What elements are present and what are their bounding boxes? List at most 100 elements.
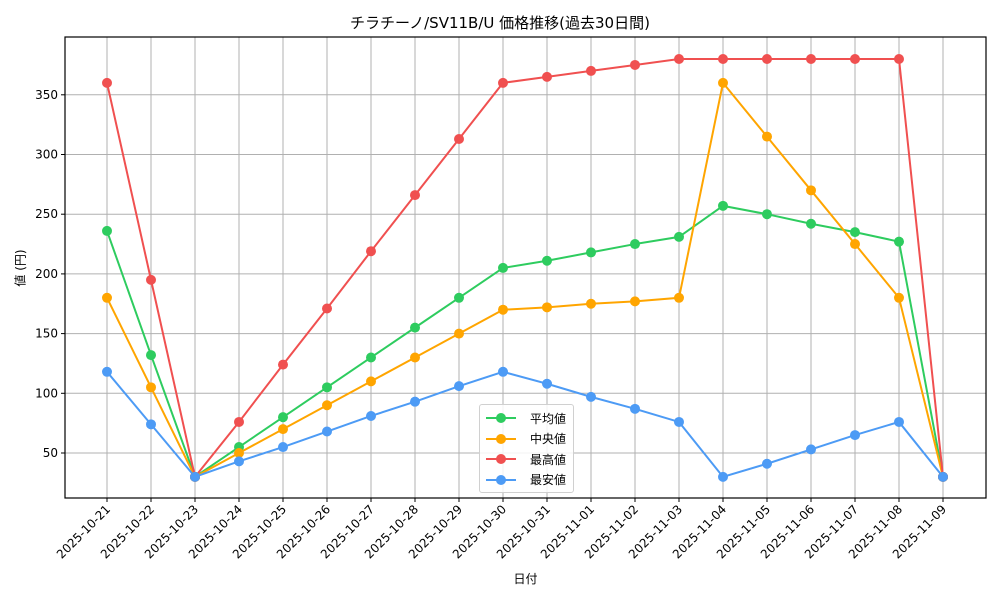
legend-label: 中央値 [530,432,567,446]
data-point [718,53,728,64]
data-point [366,410,376,421]
data-point [454,133,464,144]
data-point [322,400,332,411]
data-point [850,53,860,64]
data-point [762,209,772,220]
legend-marker-icon [486,409,516,427]
y-tick-label: 300 [35,148,58,162]
data-point [674,416,684,427]
legend-item: 中央値 [486,430,566,448]
legend-marker-icon [486,450,516,468]
data-point [542,378,552,389]
data-point [410,322,420,333]
data-point [146,419,156,430]
data-point [542,255,552,266]
data-point [278,412,288,423]
legend-marker-icon [486,430,516,448]
data-point [410,396,420,407]
legend-item: 最安値 [486,471,566,489]
axes-frame [64,36,987,499]
data-point [102,366,112,377]
data-point [806,218,816,229]
data-point [630,403,640,414]
data-point [586,247,596,258]
data-point [146,274,156,285]
data-point [850,430,860,441]
data-point [586,391,596,402]
y-tick-label: 250 [35,207,58,221]
y-tick-label: 350 [35,88,58,102]
data-point [806,444,816,455]
data-point [454,328,464,339]
data-point [454,381,464,392]
data-point [894,236,904,247]
data-point [102,292,112,303]
data-point [630,59,640,70]
data-point [322,382,332,393]
data-point [674,292,684,303]
data-point [894,53,904,64]
data-point [146,350,156,361]
chart-title: チラチーノ/SV11B/U 価格推移(過去30日間) [350,14,650,32]
data-point [850,227,860,238]
series-line [106,204,944,479]
series-line [106,57,944,480]
data-point [102,225,112,236]
data-point [894,292,904,303]
data-point [806,185,816,196]
legend-label: 平均値 [530,411,567,426]
data-point [278,442,288,453]
legend-item: 平均値 [486,409,566,427]
data-point [278,424,288,435]
legend-label: 最安値 [530,473,567,487]
data-point [102,77,112,88]
y-tick-label: 50 [43,446,58,460]
data-point [410,352,420,363]
data-point [542,302,552,313]
data-point [674,231,684,242]
data-point [234,416,244,427]
data-point [410,190,420,201]
data-point [498,366,508,377]
data-point [190,471,200,482]
data-point [498,304,508,315]
series-line [106,370,944,479]
legend: 平均値中央値最高値最安値 [479,404,574,493]
data-point [718,200,728,211]
data-point [234,456,244,467]
y-axis-label: 値 (円) [13,249,28,287]
data-point [234,448,244,458]
data-point [542,71,552,82]
data-point [806,53,816,64]
data-point [322,303,332,314]
legend-label: 最高値 [530,452,567,467]
data-point [454,292,464,303]
data-point [366,246,376,257]
data-point [586,65,596,76]
data-point [762,53,772,64]
data-point [278,359,288,370]
data-point [938,471,948,482]
data-point [366,352,376,363]
data-point [718,471,728,482]
y-tick-label: 150 [35,327,58,341]
data-point [762,131,772,142]
data-point [718,77,728,88]
data-point [674,53,684,64]
data-point [850,239,860,250]
legend-item: 最高値 [486,450,566,468]
series-line [106,80,944,479]
y-tick-label: 100 [35,386,58,400]
y-tick-label: 200 [35,267,58,281]
data-point [586,298,596,309]
data-point [322,426,332,437]
data-point [366,376,376,387]
legend-marker-icon [486,471,516,489]
x-axis-label: 日付 [513,572,538,586]
data-point [630,296,640,307]
data-point [894,416,904,427]
data-point [762,458,772,469]
data-point [498,77,508,88]
